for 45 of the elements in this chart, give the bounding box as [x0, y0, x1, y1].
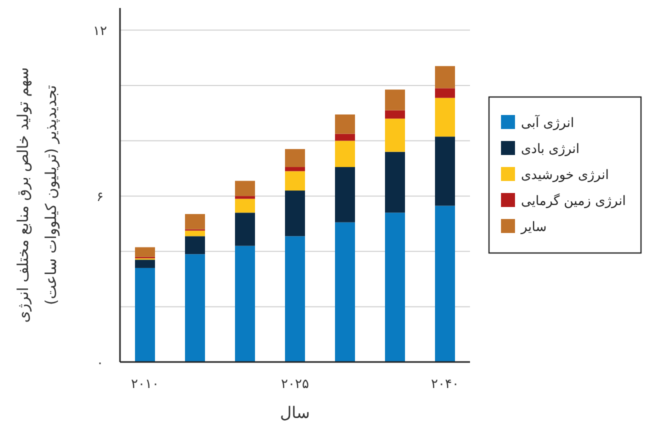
legend-label: انرژی خورشیدی	[521, 168, 609, 183]
bar	[185, 230, 205, 236]
y-axis-title: سهم تولید خالص برق منابع مختلف انرژی تجدیدپذیر (تریلیون کیلووات ساعت)	[14, 67, 60, 323]
bar	[385, 152, 405, 213]
bar	[285, 236, 305, 362]
legend-label: انرژی زمین گرمایی	[521, 193, 626, 209]
bar	[185, 236, 205, 254]
bar	[335, 222, 355, 362]
bar	[335, 167, 355, 222]
legend-label: سایر	[520, 220, 547, 235]
bar	[135, 268, 155, 362]
bar	[435, 98, 455, 137]
bar	[435, 66, 455, 88]
bar	[385, 118, 405, 152]
bar	[435, 206, 455, 362]
bar	[185, 214, 205, 230]
bar	[235, 198, 255, 213]
bar	[335, 114, 355, 134]
x-tick-label: ۲۰۱۰	[131, 377, 159, 392]
bar	[235, 246, 255, 362]
bar	[235, 196, 255, 199]
y-tick-label: ۶	[96, 190, 104, 206]
bar	[135, 260, 155, 268]
bar	[335, 134, 355, 141]
bar	[285, 171, 305, 191]
y-tick-label: ۰	[96, 356, 104, 371]
bar	[335, 140, 355, 168]
bar	[285, 149, 305, 168]
x-tick-label: ۲۰۴۰	[431, 377, 459, 392]
bar	[235, 212, 255, 246]
legend-label: انرژی بادی	[521, 142, 580, 157]
bar	[435, 88, 455, 98]
bar	[185, 254, 205, 362]
bar	[235, 180, 255, 196]
y-tick-label: ۱۲	[93, 24, 107, 40]
bar	[385, 110, 405, 119]
x-axis-title: سال	[280, 403, 310, 422]
bar	[285, 190, 305, 236]
bar	[435, 136, 455, 206]
bar	[285, 167, 305, 172]
x-tick-label: ۲۰۲۵	[281, 377, 309, 392]
bar	[135, 247, 155, 257]
bar	[385, 90, 405, 110]
bar	[385, 212, 405, 362]
legend-label: انرژی آبی	[521, 114, 574, 131]
